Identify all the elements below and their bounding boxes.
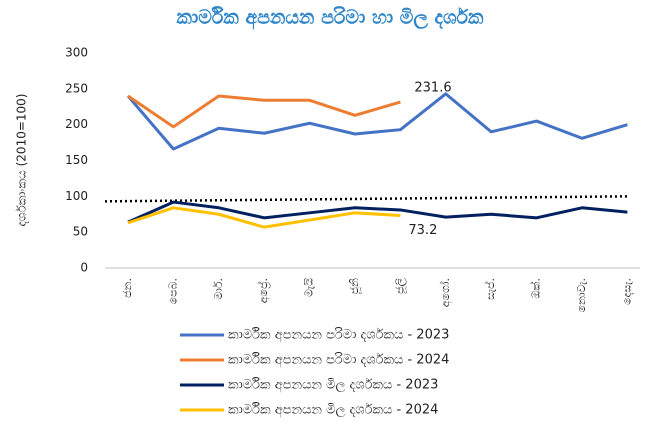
trendline: [104, 195, 629, 203]
x-tick-label: නොවැ.: [575, 278, 588, 313]
series-line: [127, 206, 401, 229]
y-tick-label: 50: [73, 225, 88, 239]
x-tick-label: දෙසැ.: [620, 278, 633, 305]
x-tick-label: ජන.: [121, 278, 134, 298]
legend-label: කාර්මික අපනයන පරිමා දර්ශකය - 2023: [228, 327, 449, 343]
x-tick-label: ජූලි: [393, 277, 407, 294]
x-tick-label: අගෝ.: [438, 278, 453, 307]
x-tick-label: ඔක්.: [528, 278, 542, 299]
legend-label: කාර්මික අපනයන පරිමා දර්ශකය - 2024: [228, 352, 449, 368]
y-tick-label: 300: [65, 46, 88, 60]
y-tick-label: 150: [65, 153, 88, 167]
y-tick-label: 100: [65, 189, 88, 203]
y-tick-label: 0: [80, 261, 88, 275]
series-line: [126, 92, 628, 151]
x-tick-label: මැයි: [303, 278, 316, 297]
x-tick-label: ජූනි: [348, 278, 361, 295]
legend-label: කාර්මික අපනයන මිල දර්ශකය - 2024: [228, 402, 438, 418]
data-label: 73.2: [408, 223, 437, 238]
x-tick-label: මාර්.: [212, 278, 225, 300]
data-label: 231.6: [414, 81, 451, 96]
legend-label: කාර්මික අපනයන මිල දර්ශකය - 2023: [228, 377, 438, 393]
y-tick-label: 200: [65, 117, 88, 131]
chart-title: කාර්මික අපනයන පරිමා හා මිල දර්ශක: [177, 7, 485, 31]
series-line: [127, 200, 628, 224]
y-tick-label: 250: [65, 81, 88, 95]
x-tick-label: සැප්.: [483, 278, 497, 300]
series-line: [127, 94, 401, 129]
x-tick-label: අප්‍රේ.: [256, 278, 271, 303]
y-axis-label: දර්ශකාංකය (2010=100): [15, 94, 29, 227]
x-tick-label: පෙබ.: [166, 278, 179, 304]
